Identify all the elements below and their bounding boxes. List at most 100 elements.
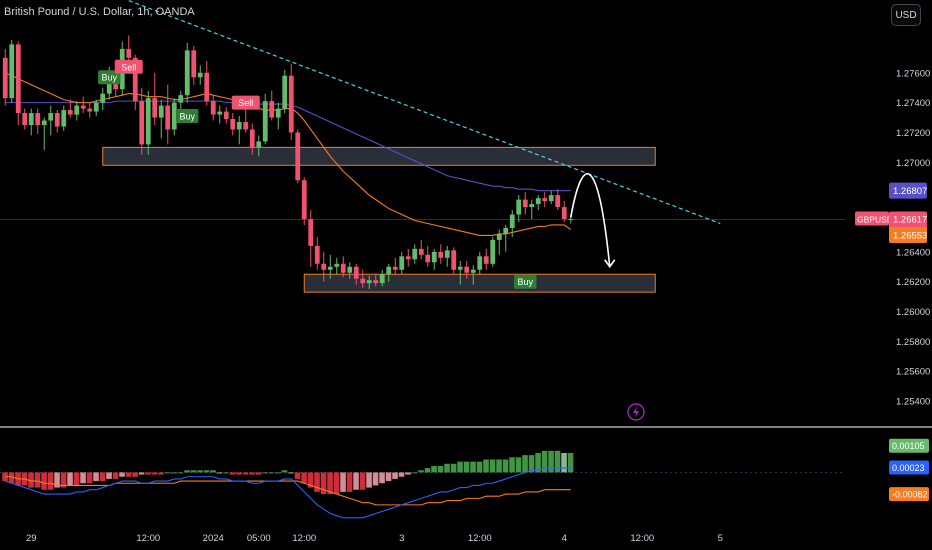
buy-signal: Buy bbox=[514, 274, 537, 289]
macd-histogram-bar bbox=[210, 470, 216, 473]
macd-value-badge: -0.00082 bbox=[889, 487, 929, 502]
candle bbox=[353, 263, 359, 285]
candle-body bbox=[288, 75, 294, 133]
candle bbox=[516, 195, 522, 222]
candle bbox=[93, 99, 99, 117]
candle bbox=[139, 87, 145, 155]
candle-body bbox=[379, 274, 385, 284]
macd-histogram-bar bbox=[379, 472, 385, 484]
candle-body bbox=[353, 266, 359, 279]
candle-body bbox=[522, 199, 528, 208]
buy-signal-badge bbox=[176, 109, 199, 124]
slow-ma-price-badge-text: 1.26807 bbox=[893, 186, 927, 197]
lightning-icon[interactable] bbox=[627, 403, 645, 421]
candle bbox=[425, 245, 431, 267]
macd-histogram-bar bbox=[424, 468, 431, 473]
candle-body bbox=[503, 227, 509, 234]
candle-body bbox=[28, 113, 34, 125]
candle-body bbox=[236, 122, 242, 130]
candle-body bbox=[392, 266, 398, 270]
macd-histogram-bar bbox=[80, 472, 86, 484]
time-axis-label: 12:00 bbox=[630, 533, 654, 544]
candle bbox=[470, 265, 476, 285]
macd-histogram-bar bbox=[41, 472, 47, 490]
macd-histogram-bar bbox=[333, 472, 340, 495]
candle-body bbox=[438, 251, 444, 258]
lightning-icon-bolt bbox=[633, 406, 639, 418]
candle bbox=[334, 257, 340, 275]
macd-histogram-bar bbox=[255, 472, 262, 475]
candle-body bbox=[334, 263, 340, 267]
time-axis-label: 4 bbox=[562, 533, 567, 544]
buy-signal-label: Buy bbox=[179, 112, 195, 122]
candle bbox=[314, 236, 320, 270]
candle-body bbox=[483, 256, 489, 264]
candle-body bbox=[269, 101, 275, 118]
macd-histogram-bar bbox=[509, 457, 515, 473]
candle bbox=[61, 105, 67, 131]
price-axis-label: 1.27400 bbox=[896, 98, 930, 109]
candle-body bbox=[223, 111, 229, 120]
macd-histogram-bar bbox=[67, 472, 73, 486]
candle-body bbox=[74, 105, 80, 115]
macd-signal-line bbox=[5, 476, 571, 506]
price-axis-label: 1.25800 bbox=[896, 337, 930, 348]
currency-button[interactable]: USD bbox=[891, 4, 921, 26]
time-axis-label: 29 bbox=[26, 533, 37, 544]
axes[interactable]: 1.27600 1.27400 1.27200 1.27000 1.26400 1.262… bbox=[0, 68, 932, 544]
candle-body bbox=[249, 129, 255, 148]
candle bbox=[171, 98, 177, 136]
candle-body bbox=[197, 72, 203, 78]
price-axis-label: 1.25400 bbox=[896, 397, 930, 408]
candle-body bbox=[477, 256, 483, 270]
candle bbox=[87, 102, 93, 118]
macd-histogram-bar bbox=[171, 472, 177, 474]
macd-histogram-bar bbox=[535, 452, 541, 473]
candle bbox=[217, 105, 223, 124]
candle-body bbox=[275, 108, 281, 118]
candle bbox=[67, 99, 73, 118]
macd-histogram-bar bbox=[353, 472, 359, 490]
candle bbox=[282, 69, 288, 114]
candle-body bbox=[126, 48, 132, 58]
macd-histogram-bar bbox=[34, 472, 41, 488]
candle bbox=[41, 117, 47, 151]
candle bbox=[451, 247, 457, 275]
candle-body bbox=[87, 108, 93, 112]
slow-moving-average bbox=[5, 100, 571, 192]
macd-histogram-bar bbox=[60, 472, 67, 488]
macd-histogram-bar bbox=[444, 463, 450, 473]
candle bbox=[308, 210, 314, 267]
candle bbox=[191, 45, 197, 85]
candle bbox=[22, 108, 28, 130]
buy-signal-badge bbox=[98, 70, 121, 85]
macd-histogram-bar bbox=[8, 472, 15, 484]
candle-body bbox=[327, 266, 333, 270]
macd-histogram-bar bbox=[437, 465, 444, 473]
macd-value-text: -0.00082 bbox=[892, 490, 928, 500]
candle bbox=[392, 257, 398, 275]
candle-body bbox=[529, 204, 535, 208]
price-pane[interactable]: Buy Sell Buy Sell Buy bbox=[0, 0, 845, 421]
candle bbox=[295, 129, 301, 184]
macd-histogram-bar bbox=[372, 472, 379, 486]
fast-moving-average bbox=[5, 72, 572, 236]
candle-body bbox=[158, 105, 164, 118]
candle-body bbox=[542, 198, 548, 202]
candle bbox=[503, 224, 509, 252]
candle bbox=[80, 96, 86, 114]
time-axis-label: 3 bbox=[399, 533, 404, 544]
candle-body bbox=[22, 113, 28, 125]
price-axis-label: 1.25600 bbox=[896, 367, 930, 378]
candle bbox=[477, 251, 483, 275]
macd-pane[interactable] bbox=[0, 450, 845, 519]
buy-signal-badge bbox=[514, 274, 537, 289]
macd-histogram-bar bbox=[496, 459, 502, 473]
fast-ma-price-badge: 1.26553 bbox=[889, 227, 927, 244]
candle bbox=[496, 229, 502, 255]
candle-body bbox=[204, 72, 210, 102]
macd-histogram-bar bbox=[151, 472, 158, 475]
candle bbox=[483, 248, 489, 270]
sell-signal-label: Sell bbox=[238, 98, 253, 108]
